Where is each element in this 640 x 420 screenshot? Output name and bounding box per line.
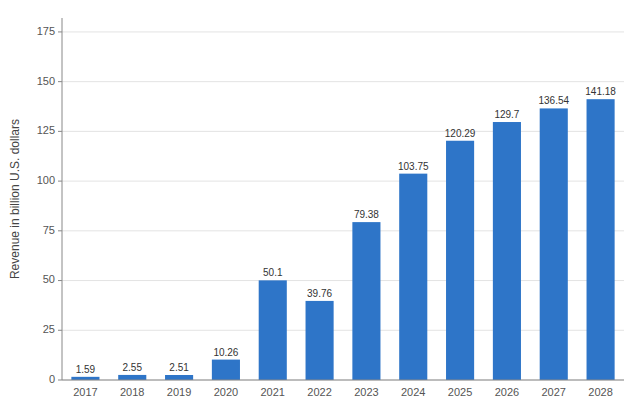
bar xyxy=(399,174,427,380)
x-tick-label: 2025 xyxy=(448,386,472,398)
y-tick-label: 0 xyxy=(49,373,55,385)
y-axis-label: Revenue in billion U.S. dollars xyxy=(8,119,22,279)
y-tick-label: 75 xyxy=(43,224,55,236)
data-label: 136.54 xyxy=(538,95,569,106)
data-label: 10.26 xyxy=(213,347,238,358)
data-label: 79.38 xyxy=(354,209,379,220)
data-labels: 1.59 2.55 2.51 10.26 50.1 39.76 79.38 103.75 120… xyxy=(76,86,617,375)
x-tick-label: 2026 xyxy=(495,386,519,398)
chart-container: 0255075100125150175201720182019202020212… xyxy=(0,0,640,420)
x-tick-label: 2028 xyxy=(588,386,612,398)
grid xyxy=(62,32,624,380)
data-label: 2.51 xyxy=(169,362,189,373)
x-tick-label: 2020 xyxy=(214,386,238,398)
y-axis-line xyxy=(62,18,63,380)
data-label: 103.75 xyxy=(398,161,429,172)
bar xyxy=(165,375,193,380)
bar xyxy=(259,280,287,380)
data-label: 39.76 xyxy=(307,288,332,299)
x-tick-label: 2023 xyxy=(354,386,378,398)
bar xyxy=(306,301,334,380)
bar xyxy=(493,122,521,380)
data-label: 120.29 xyxy=(445,128,476,139)
data-label: 129.7 xyxy=(494,109,519,120)
data-label: 50.1 xyxy=(263,267,283,278)
x-axis: 2017 2018 2019 2020 2021 2022 2023 2024 2025 2026… xyxy=(73,386,613,398)
bar xyxy=(540,108,568,380)
data-label: 141.18 xyxy=(585,86,616,97)
y-tick xyxy=(58,181,62,182)
chart-svg: 0255075100125150175201720182019202020212… xyxy=(0,0,640,420)
x-axis-line xyxy=(62,380,624,381)
y-tick-label: 50 xyxy=(43,273,55,285)
bar xyxy=(352,222,380,380)
y-tick-label: 150 xyxy=(37,75,55,87)
x-tick-label: 2018 xyxy=(120,386,144,398)
grid-line xyxy=(62,31,624,32)
y-tick xyxy=(58,31,62,32)
x-tick-label: 2022 xyxy=(307,386,331,398)
y-tick xyxy=(58,380,62,381)
y-tick-label: 175 xyxy=(37,25,55,37)
x-tick-label: 2017 xyxy=(73,386,97,398)
y-tick xyxy=(58,280,62,281)
y-tick xyxy=(58,230,62,231)
data-label: 2.55 xyxy=(123,362,143,373)
bar xyxy=(587,99,615,380)
y-tick-label: 25 xyxy=(43,323,55,335)
bar xyxy=(446,141,474,380)
x-tick-label: 2027 xyxy=(542,386,566,398)
y-axis: 0 25 50 75 100 125 150 175 xyxy=(37,18,62,385)
bars xyxy=(71,99,614,380)
y-tick-label: 100 xyxy=(37,174,55,186)
y-tick xyxy=(58,81,62,82)
data-label: 1.59 xyxy=(76,364,96,375)
y-tick-label: 125 xyxy=(37,124,55,136)
bar xyxy=(118,375,146,380)
y-tick xyxy=(58,131,62,132)
x-tick-label: 2019 xyxy=(167,386,191,398)
grid-line xyxy=(62,81,624,82)
x-tick-label: 2021 xyxy=(261,386,285,398)
grid-line xyxy=(62,380,624,381)
y-tick xyxy=(58,330,62,331)
x-tick-label: 2024 xyxy=(401,386,425,398)
bar xyxy=(212,360,240,380)
